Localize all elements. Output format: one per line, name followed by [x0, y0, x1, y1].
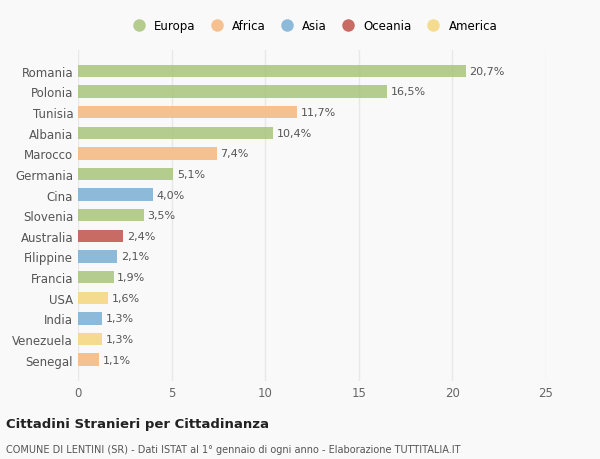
Bar: [78, 271, 113, 284]
Bar: [78, 333, 103, 345]
Text: 2,1%: 2,1%: [121, 252, 149, 262]
Text: 5,1%: 5,1%: [177, 169, 205, 179]
Legend: Europa, Africa, Asia, Oceania, America: Europa, Africa, Asia, Oceania, America: [123, 17, 501, 37]
Bar: [78, 86, 387, 98]
Text: 2,4%: 2,4%: [127, 231, 155, 241]
Bar: [78, 313, 103, 325]
Bar: [78, 106, 297, 119]
Text: 4,0%: 4,0%: [157, 190, 185, 200]
Bar: [78, 251, 118, 263]
Text: 16,5%: 16,5%: [391, 87, 426, 97]
Bar: [78, 66, 466, 78]
Text: 1,9%: 1,9%: [118, 273, 146, 282]
Bar: [78, 353, 98, 366]
Text: 3,5%: 3,5%: [147, 211, 175, 221]
Bar: [78, 230, 123, 242]
Bar: [78, 148, 217, 160]
Bar: [78, 210, 143, 222]
Text: 11,7%: 11,7%: [301, 108, 336, 118]
Text: 1,3%: 1,3%: [106, 313, 134, 324]
Bar: [78, 168, 173, 181]
Text: 10,4%: 10,4%: [277, 129, 311, 139]
Bar: [78, 127, 272, 140]
Text: 1,3%: 1,3%: [106, 334, 134, 344]
Text: COMUNE DI LENTINI (SR) - Dati ISTAT al 1° gennaio di ogni anno - Elaborazione TU: COMUNE DI LENTINI (SR) - Dati ISTAT al 1…: [6, 444, 461, 454]
Text: 20,7%: 20,7%: [469, 67, 505, 77]
Bar: [78, 292, 108, 304]
Text: 1,6%: 1,6%: [112, 293, 140, 303]
Text: 7,4%: 7,4%: [220, 149, 248, 159]
Text: Cittadini Stranieri per Cittadinanza: Cittadini Stranieri per Cittadinanza: [6, 417, 269, 430]
Text: 1,1%: 1,1%: [103, 355, 130, 365]
Bar: [78, 189, 153, 202]
